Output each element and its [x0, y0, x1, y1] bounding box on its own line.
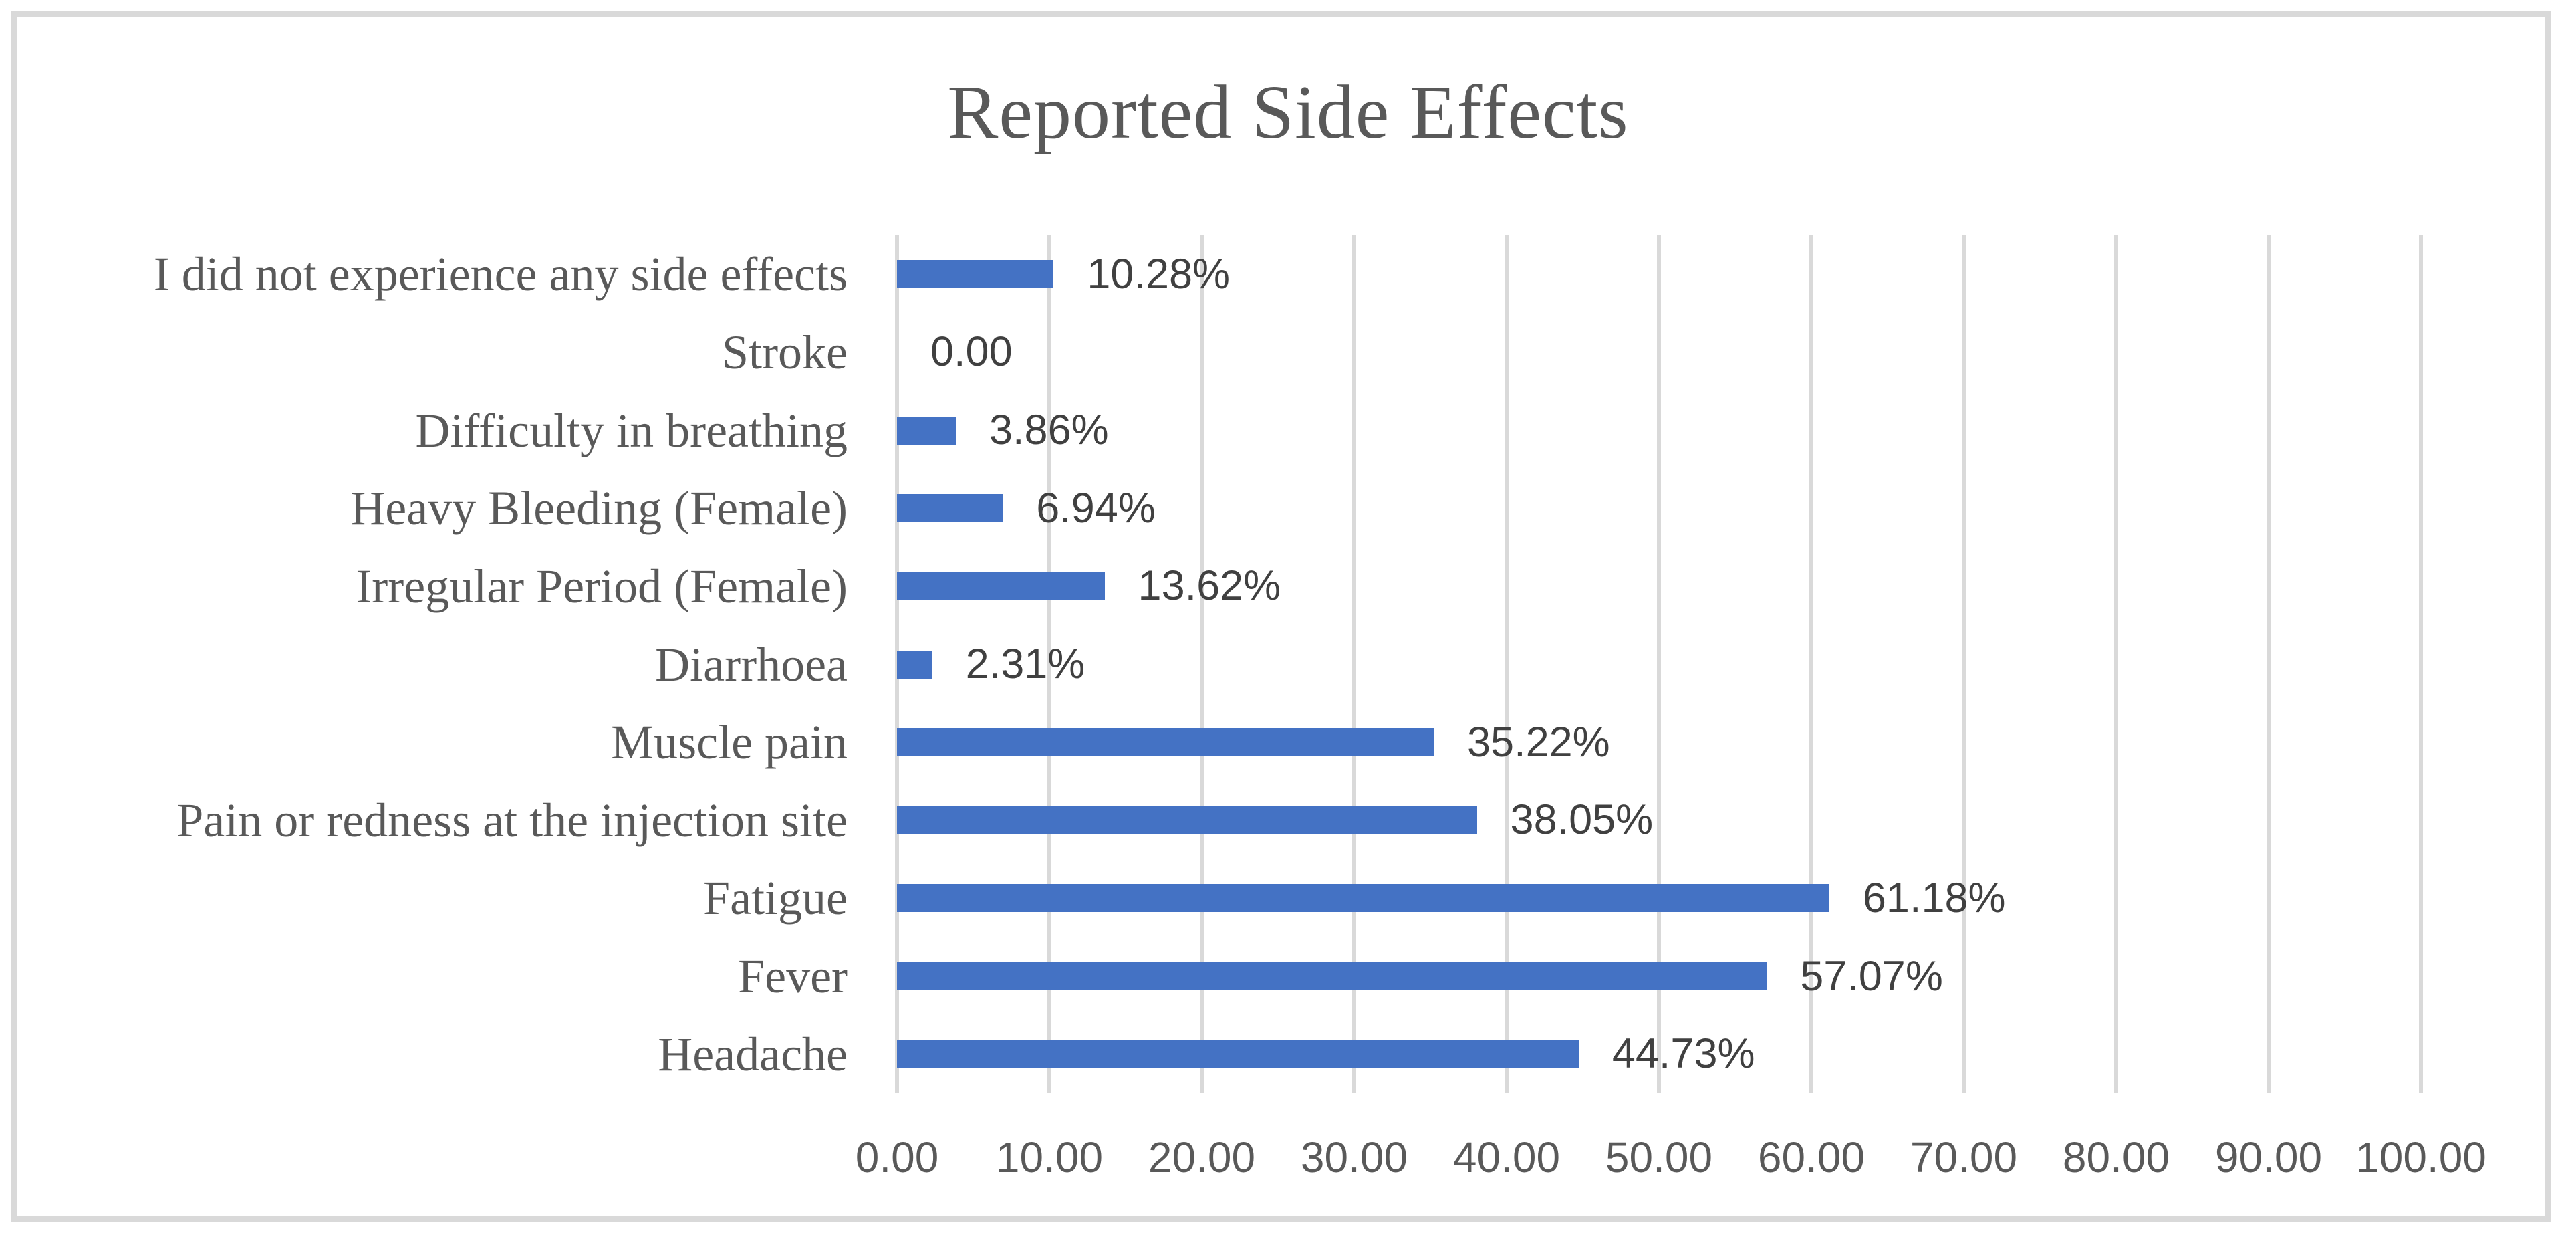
- category-label: Heavy Bleeding (Female): [350, 481, 848, 536]
- x-axis-tick-label: 40.00: [1452, 1133, 1561, 1181]
- gridline: [2419, 235, 2423, 1093]
- chart-frame: [11, 11, 2551, 1222]
- bar-row: Stroke 0.00: [20, 314, 2421, 392]
- value-label: 10.28%: [1087, 250, 1231, 298]
- x-axis-tick-label: 50.00: [1605, 1133, 1713, 1181]
- value-label: 61.18%: [1862, 874, 2006, 921]
- gridline: [1047, 235, 1051, 1093]
- bar-row: Headache 44.73%: [20, 1015, 2421, 1093]
- category-label: Stroke: [722, 325, 848, 379]
- value-label: 35.22%: [1467, 718, 1610, 766]
- bar-track: 57.07%: [897, 937, 2421, 1016]
- bar-row: Muscle pain 35.22%: [20, 703, 2421, 782]
- bar-track: 0.00: [897, 314, 2421, 392]
- bar: [897, 806, 1477, 834]
- bar-row: Irregular Period (Female) 13.62%: [20, 548, 2421, 626]
- value-label: 38.05%: [1510, 796, 1654, 844]
- bar: [897, 416, 956, 445]
- category-label: Headache: [658, 1027, 848, 1081]
- chart-title: Reported Side Effects: [947, 70, 1629, 154]
- x-axis-tick-label: 100.00: [2355, 1133, 2486, 1181]
- bar-track: 10.28%: [897, 235, 2421, 314]
- bar-track: 61.18%: [897, 859, 2421, 937]
- value-label: 6.94%: [1036, 484, 1156, 532]
- category-label: Irregular Period (Female): [356, 559, 848, 613]
- x-axis-tick-label: 30.00: [1300, 1133, 1408, 1181]
- bar: [897, 884, 1829, 913]
- bar-rows-layer: I did not experience any side effects 10.…: [20, 235, 2421, 1093]
- bar: [897, 962, 1767, 991]
- bar-row: Difficulty in breathing 3.86%: [20, 391, 2421, 469]
- bar-track: 6.94%: [897, 469, 2421, 548]
- value-label: 2.31%: [965, 641, 1085, 688]
- gridline: [2267, 235, 2271, 1093]
- bar-track: 3.86%: [897, 391, 2421, 469]
- gridline: [1657, 235, 1661, 1093]
- bar-row: I did not experience any side effects 10.…: [20, 235, 2421, 314]
- bar: [897, 260, 1054, 289]
- bar: [897, 650, 932, 679]
- gridline: [1200, 235, 1204, 1093]
- gridline: [1505, 235, 1509, 1093]
- bar-track: 2.31%: [897, 625, 2421, 703]
- x-axis-tick-label: 70.00: [1910, 1133, 2018, 1181]
- category-label: Diarrhoea: [655, 637, 848, 691]
- bar-track: 38.05%: [897, 781, 2421, 859]
- category-label: Fever: [738, 949, 848, 1004]
- bar-row: Diarrhoea 2.31%: [20, 625, 2421, 703]
- bar-row: Fatigue 61.18%: [20, 859, 2421, 937]
- bar: [897, 572, 1105, 600]
- x-axis-tick-label: 10.00: [995, 1133, 1104, 1181]
- gridline: [1962, 235, 1966, 1093]
- bar-track: 35.22%: [897, 703, 2421, 782]
- value-label: 13.62%: [1138, 562, 1281, 610]
- gridline: [1352, 235, 1356, 1093]
- bar: [897, 1040, 1579, 1068]
- bar-row: Fever 57.07%: [20, 937, 2421, 1016]
- bar: [897, 728, 1434, 757]
- x-axis: 0.00 10.00 20.00 30.00 40.00 50.00 60.00 70.00 8…: [856, 1133, 2486, 1188]
- bar-row: Pain or redness at the injection site 38.…: [20, 781, 2421, 859]
- x-axis-tick-label: 60.00: [1757, 1133, 1865, 1181]
- bar-track: 44.73%: [897, 1015, 2421, 1093]
- category-label: I did not experience any side effects: [153, 247, 848, 302]
- value-label: 57.07%: [1800, 952, 1943, 1000]
- x-axis-tick-label: 80.00: [2062, 1133, 2170, 1181]
- value-label: 3.86%: [989, 407, 1109, 454]
- gridline: [1809, 235, 1813, 1093]
- category-label: Difficulty in breathing: [415, 403, 848, 457]
- category-label: Pain or redness at the injection site: [176, 793, 848, 847]
- x-axis-tick-label: 90.00: [2214, 1133, 2323, 1181]
- category-label: Muscle pain: [611, 715, 848, 770]
- value-label: 44.73%: [1612, 1030, 1755, 1078]
- bar-track: 13.62%: [897, 548, 2421, 626]
- x-axis-tick-label: 20.00: [1148, 1133, 1256, 1181]
- gridline: [2114, 235, 2118, 1093]
- category-label: Fatigue: [703, 871, 848, 925]
- x-axis-tick-label: 0.00: [855, 1133, 939, 1181]
- bar: [897, 494, 1003, 523]
- value-label: 0.00: [930, 328, 1013, 376]
- bar-row: Heavy Bleeding (Female) 6.94%: [20, 469, 2421, 548]
